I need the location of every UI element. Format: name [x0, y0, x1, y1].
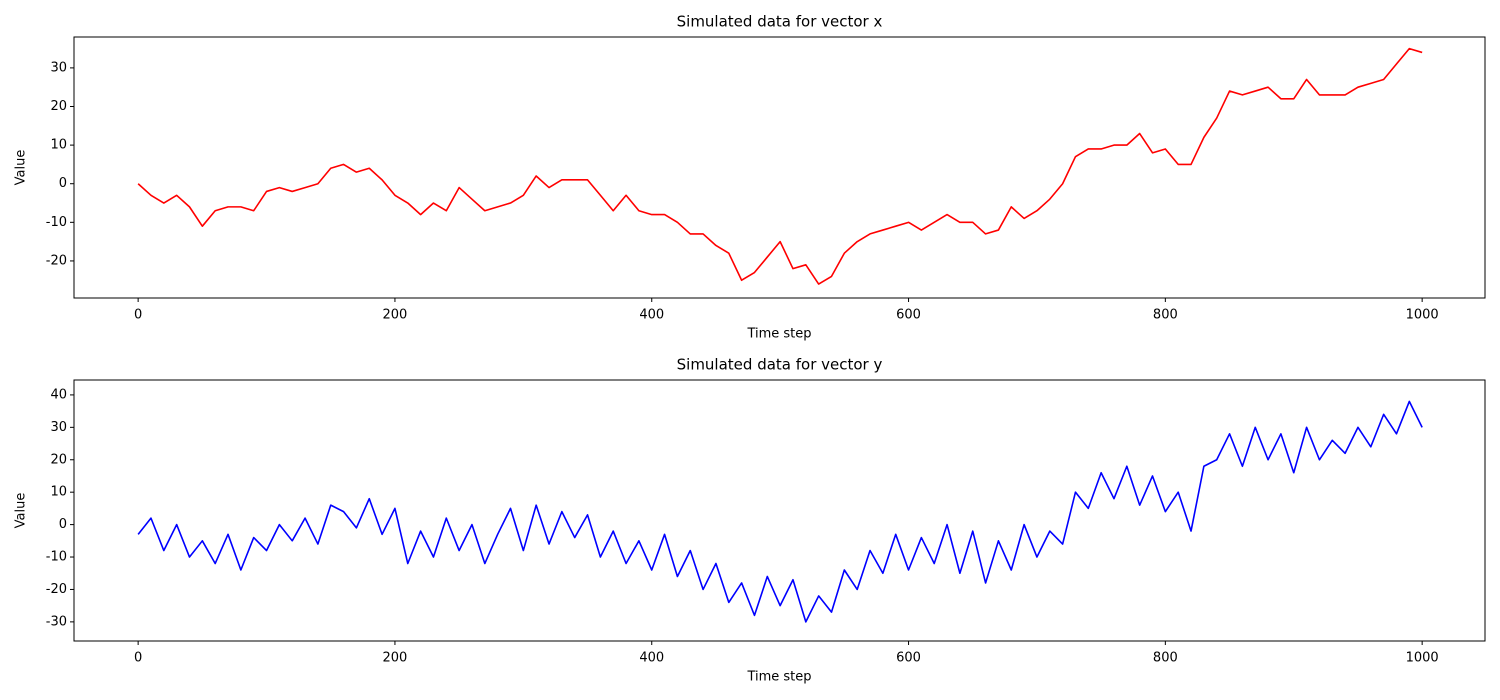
x-tick-label: 200: [383, 651, 408, 666]
y-tick-label: -10: [46, 550, 67, 565]
x-tick-label: 0: [134, 308, 142, 323]
x-tick-label: 400: [639, 651, 664, 666]
y-axis-label: Value: [14, 150, 29, 186]
x-tick-label: 800: [1153, 651, 1178, 666]
x-axis-label: Time step: [746, 327, 811, 342]
plot-frame: [73, 36, 1486, 299]
y-tick-label: 20: [50, 452, 67, 467]
chart-title: Simulated data for vector y: [677, 356, 883, 374]
x-axis-label: Time step: [746, 670, 811, 685]
y-tick-label: -30: [46, 614, 67, 629]
y-tick-label: -20: [46, 253, 67, 268]
plot-frame: [73, 379, 1486, 642]
y-tick-label: 20: [50, 99, 67, 114]
x-tick-label: 1000: [1406, 651, 1439, 666]
y-tick-label: 10: [50, 138, 67, 153]
x-tick-label: 600: [896, 308, 921, 323]
y-tick-label: -20: [46, 582, 67, 597]
y-tick-label: -10: [46, 215, 67, 230]
x-tick-label: 200: [383, 308, 408, 323]
x-tick-label: 400: [639, 308, 664, 323]
y-tick-label: 0: [59, 517, 67, 532]
y-tick-label: 40: [50, 387, 67, 402]
y-tick-label: 0: [59, 176, 67, 191]
chart-title: Simulated data for vector x: [677, 13, 883, 31]
x-tick-label: 1000: [1406, 308, 1439, 323]
y-tick-label: 10: [50, 485, 67, 500]
y-tick-label: 30: [50, 420, 67, 435]
x-tick-label: 800: [1153, 308, 1178, 323]
y-axis-label: Value: [14, 493, 29, 529]
data-line: [137, 47, 1423, 285]
data-line: [137, 400, 1423, 623]
x-tick-label: 600: [896, 651, 921, 666]
x-tick-label: 0: [134, 651, 142, 666]
y-tick-label: 30: [50, 60, 67, 75]
